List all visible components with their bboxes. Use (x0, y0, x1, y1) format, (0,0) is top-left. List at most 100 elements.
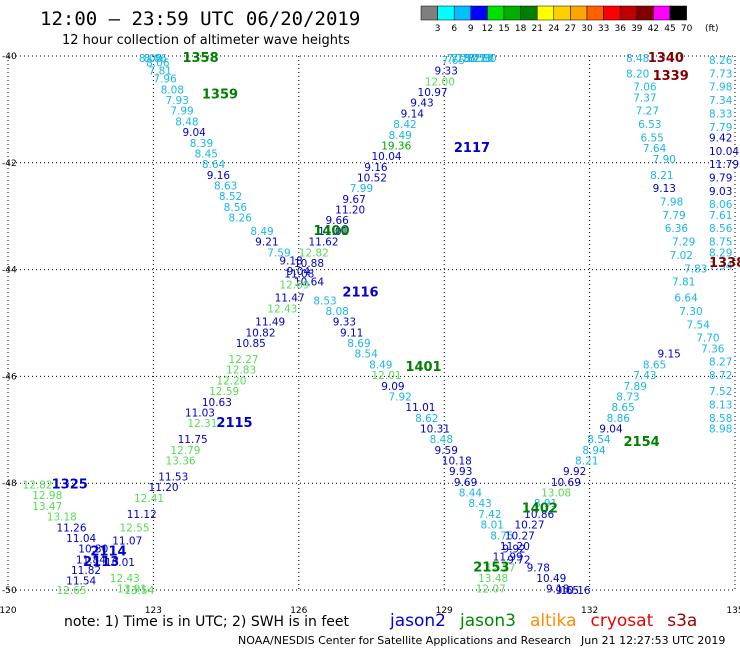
colorbar-tick-label: 15 (498, 24, 509, 34)
colorbar-tick-label: 9 (468, 24, 474, 34)
wave-height-value: 11.75 (178, 434, 208, 446)
colorbar-tick-label: 39 (631, 24, 643, 34)
wave-height-value: 10.30 (78, 544, 108, 556)
wave-height-value: 7.83 (684, 263, 707, 275)
wave-height-value: 7.86 (471, 53, 495, 65)
wave-height-value: 9.33 (435, 66, 458, 78)
wave-height-value: 8.06 (146, 58, 170, 70)
wave-height-value: 7.73 (709, 68, 732, 80)
wave-height-value: 12.69 (279, 279, 309, 291)
wave-height-value: 11.20 (335, 205, 365, 217)
wave-height-value: 10.85 (236, 338, 266, 350)
wave-height-value: 8.42 (393, 119, 416, 131)
wave-height-value: 9.67 (342, 194, 365, 206)
pass-time-label: 1339 (653, 69, 689, 84)
wave-height-value: 7.98 (660, 197, 683, 209)
chart-title: 12:00 – 23:59 UTC 06/20/2019 (40, 8, 360, 30)
axis-ticks: 120 123 126 129 132 135 -40 -42 -44 -46 -48 -50 (0, 52, 740, 616)
colorbar-swatch (653, 5, 671, 21)
wave-height-value: 7.27 (636, 106, 659, 118)
colorbar-tick-label: 42 (648, 24, 659, 34)
pass-time-label: 2117 (454, 141, 490, 156)
wave-height-value: 7.37 (633, 92, 656, 104)
wave-height-value: 8.62 (415, 413, 438, 425)
wave-height-value: 8.75 (490, 530, 513, 542)
wave-height-value: 8.86 (607, 413, 631, 425)
wave-height-value: 10.04 (372, 151, 402, 163)
wave-height-value: 10.01 (105, 557, 135, 569)
wave-height-value: 8.08 (325, 306, 348, 318)
y-tick-label: -50 (2, 586, 17, 596)
wave-height-value: 9.69 (454, 477, 477, 489)
satellite-legend: jason2 jason3 altika cryosat s3a (389, 611, 697, 631)
wave-height-value: 11.47 (275, 293, 305, 305)
wave-height-value: 7.54 (687, 319, 711, 331)
colorbar-swatch (437, 5, 455, 21)
wave-height-value: 19.36 (381, 140, 411, 152)
colorbar-swatch (520, 5, 538, 21)
colorbar-swatch (636, 5, 654, 21)
wave-height-value: 7.64 (643, 143, 667, 155)
wave-height-value: 13.48 (478, 573, 508, 585)
wave-height-value: 11.20 (149, 482, 179, 494)
pass-time-label: 2116 (342, 285, 378, 300)
y-tick-label: -42 (2, 159, 17, 169)
generated-timestamp: Jun 21 12:27:53 UTC 2019 (580, 634, 725, 647)
wave-height-value: 13.47 (32, 501, 62, 513)
wave-height-value: 8.48 (175, 116, 198, 128)
wave-height-value: 8.01 (481, 520, 504, 532)
pass-time-label: 1358 (182, 51, 218, 66)
wave-height-value: 8.52 (219, 191, 242, 203)
x-tick-label: 123 (145, 606, 162, 616)
colorbar-swatch (586, 5, 604, 21)
colorbar-swatch (603, 5, 621, 21)
wave-height-value: 13.08 (541, 488, 571, 500)
wave-height-value: 12.27 (485, 562, 515, 574)
grid-lines (7, 55, 736, 591)
colorbar-tick-label: 24 (548, 24, 560, 34)
wave-height-value: 9.16 (364, 162, 388, 174)
wave-height-value: 7.06 (633, 82, 657, 94)
wave-height-value: 8.58 (709, 413, 732, 425)
wave-height-value: 8.21 (464, 53, 487, 65)
wave-height-value: 7.93 (166, 95, 189, 107)
wave-height-value: 12.55 (119, 522, 149, 534)
wave-height-value: 9.04 (182, 127, 206, 139)
wave-height-value: 8.06 (709, 199, 733, 211)
wave-height-value: 8.44 (459, 488, 483, 500)
wave-height-value: 9.14 (401, 108, 425, 120)
wave-height-value: 8.56 (224, 202, 248, 214)
wave-height-value: 10.63 (202, 397, 232, 409)
wave-height-value: 8.08 (161, 84, 184, 96)
wave-height-value: 10.49 (536, 573, 566, 585)
wave-height-value: 8.33 (709, 108, 732, 120)
wave-height-value: 7.81 (149, 66, 172, 78)
wave-height-value: 8.94 (582, 445, 606, 457)
wave-height-value: 7.70 (696, 333, 719, 345)
wave-height-value: 6.55 (640, 132, 663, 144)
satellite-legend-altika: altika (530, 611, 577, 631)
colorbar-tick-label: 21 (531, 24, 542, 34)
wave-height-value: 11.01 (318, 226, 348, 238)
wave-height-value: 12.79 (170, 445, 200, 457)
wave-height-value: 13.36 (166, 456, 196, 468)
x-tick-label: 120 (0, 606, 17, 616)
pass-time-labels: 1358 1359 1400 1401 1402 2153 2154 2116 2115 2117… (52, 51, 740, 575)
wave-height-value: 11.26 (56, 522, 86, 534)
wave-height-value: 8.54 (587, 434, 611, 446)
wave-height-value: 13.91 (117, 584, 147, 596)
wave-height-value: 10.31 (420, 423, 450, 435)
wave-height-value: 9.04 (599, 423, 623, 435)
wave-height-value: 12.00 (425, 76, 455, 88)
wave-height-value: 11.54 (66, 576, 96, 588)
colorbar-tick-label: 33 (598, 24, 609, 34)
wave-height-value: 7.90 (653, 154, 676, 166)
colorbar-unit-label: (ft) (705, 24, 719, 34)
colorbar-swatch (570, 5, 588, 21)
colorbar-swatch (536, 5, 555, 21)
colorbar-tick-label: 45 (664, 24, 675, 34)
wave-height-value: 10.27 (514, 520, 544, 532)
satellite-legend-cryosat: cryosat (591, 611, 654, 631)
pass-time-label: 2114 (90, 544, 126, 559)
wave-height-value: 8.65 (643, 359, 666, 371)
